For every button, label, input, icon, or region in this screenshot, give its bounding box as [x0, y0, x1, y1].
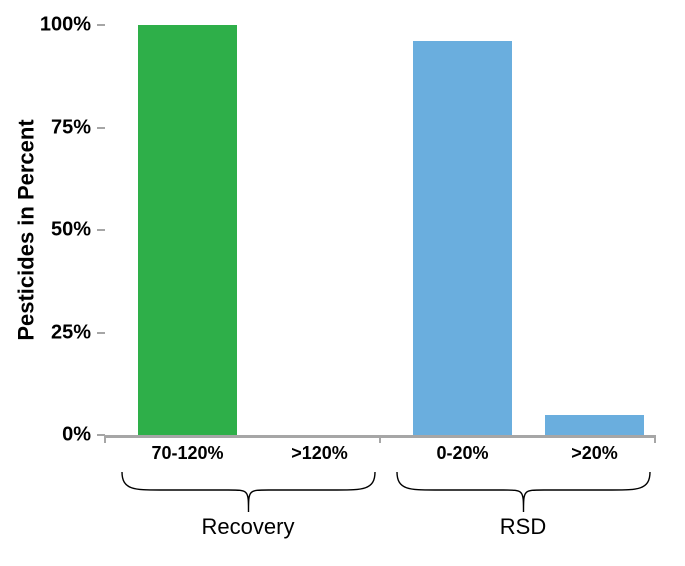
category-label: 0-20%	[436, 443, 488, 464]
y-tick	[97, 229, 105, 231]
y-tick	[97, 332, 105, 334]
x-tick	[379, 435, 381, 443]
plot-area: 0%25%50%75%100%70-120%>120%0-20%>20%	[105, 25, 655, 438]
bar	[413, 41, 512, 435]
category-label: >20%	[571, 443, 618, 464]
group-label: RSD	[500, 514, 546, 540]
y-tick	[97, 24, 105, 26]
bar-chart: Pesticides in Percent 0%25%50%75%100%70-…	[0, 0, 685, 566]
category-label: >120%	[291, 443, 348, 464]
y-tick	[97, 127, 105, 129]
x-tick	[654, 435, 656, 443]
y-tick-label: 25%	[51, 321, 91, 344]
y-axis-title-container: Pesticides in Percent	[12, 25, 42, 435]
y-tick-label: 0%	[62, 424, 91, 447]
y-tick-label: 50%	[51, 219, 91, 242]
y-axis-title: Pesticides in Percent	[14, 119, 40, 340]
x-tick	[104, 435, 106, 443]
y-tick-label: 75%	[51, 116, 91, 139]
category-label: 70-120%	[151, 443, 223, 464]
group-brace	[122, 472, 375, 512]
y-tick-label: 100%	[40, 14, 91, 37]
group-brace	[397, 472, 650, 512]
bar	[138, 25, 237, 435]
bar	[545, 415, 644, 436]
group-label: Recovery	[202, 514, 295, 540]
